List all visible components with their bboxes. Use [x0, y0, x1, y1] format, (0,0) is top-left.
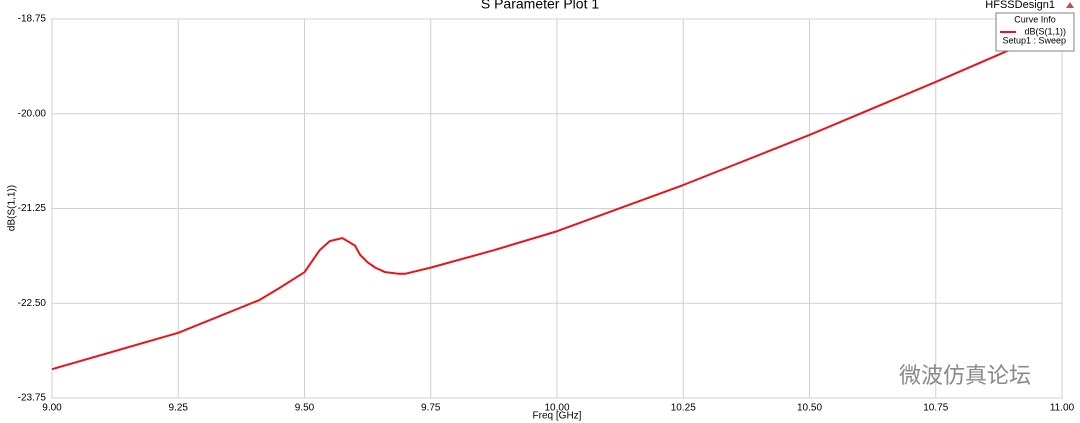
legend-entry: dB(S(1,1)) — [1024, 26, 1066, 36]
design-name: HFSSDesign1 — [985, 0, 1055, 11]
x-tick-label: 9.25 — [169, 403, 189, 414]
x-tick-label: 10.25 — [671, 403, 696, 414]
x-tick-label: 9.50 — [295, 403, 315, 414]
y-tick-label: -18.75 — [18, 14, 47, 25]
grid: 9.00 9.25 9.50 9.75 10.00 10.25 10.50 10.75 11.0… — [18, 14, 1075, 414]
x-tick-label: 10.75 — [923, 403, 948, 414]
x-axis-label: Freq [GHz] — [533, 411, 582, 422]
collapse-icon[interactable] — [1066, 2, 1074, 8]
legend-title: Curve Info — [1014, 14, 1056, 24]
curve — [51, 29, 1063, 371]
y-tick-label: -23.75 — [18, 393, 47, 404]
x-tick-label: 10.50 — [797, 403, 822, 414]
chart-title: S Parameter Plot 1 — [481, 0, 599, 12]
legend-subtitle: Setup1 : Sweep — [1002, 35, 1066, 45]
x-tick-label: 10.00 — [544, 403, 569, 414]
watermark: 微波仿真论坛 — [899, 363, 1031, 388]
x-tick-label: 11.00 — [1050, 403, 1075, 414]
curves — [51, 29, 1063, 371]
y-tick-label: -21.25 — [18, 203, 47, 214]
y-axis-label: dB(S(1,1)) — [7, 185, 18, 231]
y-tick-label: -20.00 — [18, 108, 47, 119]
y-tick-label: -22.50 — [18, 298, 47, 309]
x-tick-label: 9.75 — [421, 403, 441, 414]
x-tick-label: 9.00 — [42, 403, 62, 414]
